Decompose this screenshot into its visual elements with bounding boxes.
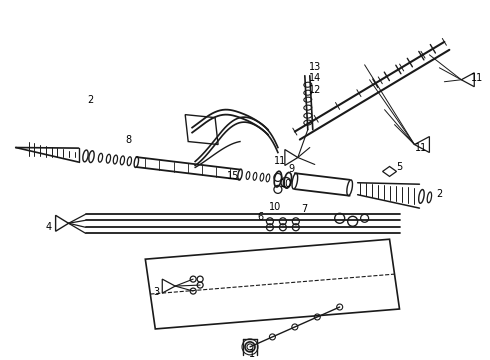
Text: 12: 12 <box>309 85 321 95</box>
Text: 8: 8 <box>125 135 131 145</box>
Text: 9: 9 <box>289 165 295 175</box>
Text: 7: 7 <box>302 204 308 214</box>
Text: 4: 4 <box>46 222 51 232</box>
Text: 5: 5 <box>396 162 403 172</box>
Text: 11: 11 <box>274 157 286 166</box>
Text: 11: 11 <box>416 143 428 153</box>
Text: 6: 6 <box>257 212 263 222</box>
Text: 11: 11 <box>471 73 483 83</box>
Text: 1: 1 <box>249 349 255 359</box>
Text: 13: 13 <box>309 62 321 72</box>
Text: 2: 2 <box>436 189 442 199</box>
Text: 10: 10 <box>280 179 292 189</box>
Text: 10: 10 <box>269 202 281 212</box>
Text: 2: 2 <box>87 95 94 105</box>
Text: 15: 15 <box>227 171 239 181</box>
Text: 14: 14 <box>309 73 321 83</box>
Text: 3: 3 <box>153 287 159 297</box>
